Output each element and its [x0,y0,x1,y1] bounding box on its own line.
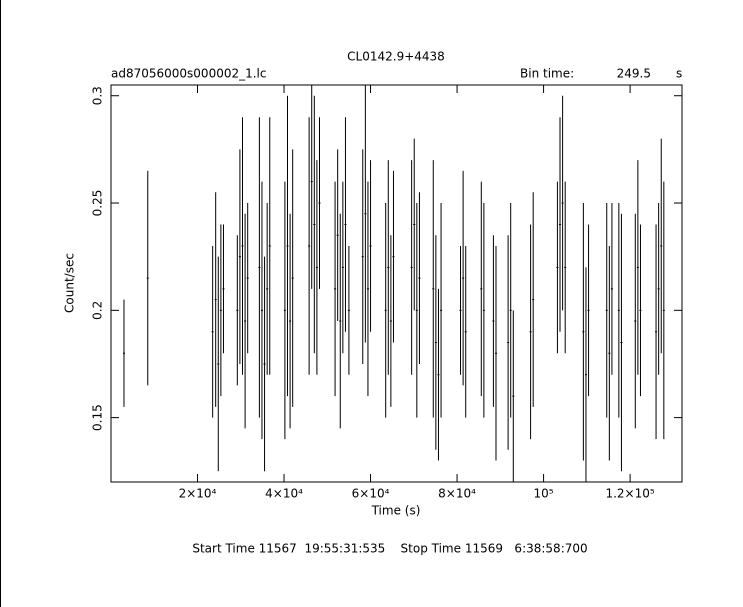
subtitle: ad87056000s000002_1.lc [111,67,267,81]
y-tick-label: 0.2 [91,301,105,320]
bin-time: 249.5 [617,67,651,81]
bin-time-unit: s [676,67,682,81]
y-tick-label: 0.25 [91,190,105,217]
x-tick-label: 8×10⁴ [438,487,476,501]
y-tick-label: 0.15 [91,404,105,431]
y-axis-label: Count/sec [63,253,77,313]
x-tick-label: 6×10⁴ [352,487,390,501]
plot-area [122,85,665,482]
x-tick-label: 10⁵ [534,487,554,501]
chart-title: CL0142.9+4438 [347,50,445,64]
x-axis-label: Time (s) [371,504,421,518]
x-tick-label: 2×10⁴ [179,487,217,501]
bin-time-label: Bin time: [520,67,574,81]
y-tick-label: 0.3 [91,86,105,105]
footer: Start Time 11567 19:55:31:535 Stop Time … [192,542,587,556]
x-tick-label: 1.2×10⁵ [605,487,654,501]
plot-frame [110,84,683,483]
x-tick-label: 4×10⁴ [265,487,303,501]
